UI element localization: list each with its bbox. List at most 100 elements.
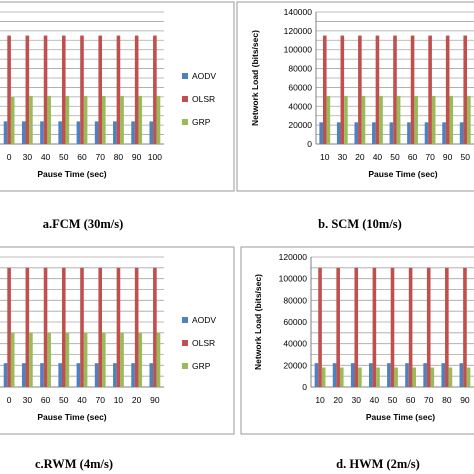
x-tick-label: 50 (390, 152, 400, 162)
x-tick-label: 90 (150, 395, 160, 405)
legend-label: GRP (192, 117, 211, 127)
bar-aodv (368, 363, 373, 387)
x-tick-label: 30 (23, 152, 33, 162)
bar-grp (47, 95, 51, 144)
bar-grp (412, 367, 417, 387)
x-tick-label: 90 (132, 152, 142, 162)
x-tick-label: 80 (442, 395, 452, 405)
bar-grp (430, 367, 435, 387)
bar-olsr (358, 35, 362, 145)
bar-grp (83, 95, 88, 144)
bar-aodv (131, 363, 135, 387)
legend-swatch (182, 73, 188, 79)
bar-aodv (21, 121, 26, 144)
bar-olsr (116, 35, 121, 145)
bar-aodv (441, 363, 446, 387)
y-axis-label: Network Load (bits/sec) (253, 274, 263, 370)
bar-grp (358, 367, 362, 387)
y-tick-label: 100000 (284, 45, 313, 55)
bar-olsr (445, 267, 449, 387)
bar-grp (376, 367, 380, 387)
bar-olsr (390, 267, 395, 387)
x-tick-label: 90 (443, 152, 453, 162)
x-axis-label: Pause Time (sec) (368, 169, 437, 179)
y-tick-label: 0 (307, 139, 312, 149)
x-tick-label: 70 (425, 152, 435, 162)
bar-aodv (113, 121, 117, 144)
x-tick-label: 20 (132, 395, 142, 405)
bar-aodv (387, 363, 391, 387)
bar-aodv (76, 363, 81, 387)
x-tick-label: 60 (41, 395, 51, 405)
bar-aodv (131, 121, 135, 144)
bar-olsr (80, 35, 84, 145)
bar-olsr (25, 267, 30, 387)
bar-olsr (7, 35, 11, 145)
y-tick-label: 40000 (283, 339, 307, 349)
x-tick-label: 40 (41, 152, 51, 162)
bar-aodv (149, 121, 154, 144)
bars (3, 35, 161, 145)
bar-olsr (98, 267, 103, 387)
y-tick-label: 60000 (288, 82, 312, 92)
bar-aodv (3, 363, 8, 387)
x-tick-label: 90 (460, 395, 470, 405)
bar-grp (431, 95, 436, 144)
y-tick-label: 80000 (288, 64, 312, 74)
y-tick-label: 140000 (284, 7, 313, 17)
bar-aodv (3, 121, 8, 144)
bar-olsr (393, 35, 397, 145)
bar-grp (65, 95, 70, 144)
bar-aodv (319, 122, 323, 144)
bar-olsr (43, 267, 48, 387)
bar-olsr (43, 35, 48, 145)
legend-swatch (182, 317, 188, 323)
x-tick-label: 0 (7, 152, 12, 162)
bar-grp (394, 367, 398, 387)
bars (3, 267, 161, 387)
y-axis-label: Network Load (bits/sec) (250, 30, 260, 126)
bar-aodv (423, 363, 427, 387)
chart-panel-4: 0 20000 40000 60000 80000 100000 120000 10 20 30 4… (240, 246, 474, 471)
bar-olsr (61, 267, 66, 387)
bars (314, 267, 471, 387)
bar-grp (10, 96, 15, 144)
bar-olsr (445, 35, 450, 145)
bar-grp (467, 95, 471, 144)
bar-olsr (463, 35, 468, 145)
bar-grp (344, 95, 348, 144)
y-tick-label: 120000 (279, 252, 308, 262)
x-tick-label: 0 (7, 395, 12, 405)
bar-grp (102, 332, 106, 387)
chart-caption: d. HWM (2m/s) (336, 457, 420, 471)
y-tick-label: 120000 (284, 26, 313, 36)
legend-swatch (182, 96, 188, 102)
legend-swatch (182, 119, 188, 125)
bar-grp (138, 95, 143, 144)
bar-olsr (428, 35, 432, 145)
bar-grp (449, 95, 454, 144)
chart-caption: c.RWM (4m/s) (35, 457, 113, 471)
bar-olsr (61, 35, 66, 145)
bar-olsr (80, 267, 84, 387)
bar-aodv (405, 363, 409, 387)
y-tick-label: 80000 (283, 295, 307, 305)
x-tick-label: 20 (355, 152, 365, 162)
x-tick-label: 50 (460, 152, 470, 162)
legend-label: GRP (192, 361, 211, 371)
bar-olsr (340, 35, 345, 145)
bar-aodv (94, 363, 99, 387)
x-tick-label: 10 (320, 152, 330, 162)
x-tick-label: 70 (424, 395, 434, 405)
x-tick-label: 50 (388, 395, 398, 405)
legend: AODV OLSR GRP (182, 315, 216, 371)
y-tick-label: 100000 (279, 274, 308, 284)
y-tick-label: 60000 (283, 317, 307, 327)
bar-aodv (21, 363, 26, 387)
bar-olsr (153, 35, 157, 145)
chart-panel-1: 0 30 40 50 60 70 80 90 100 Pause Time (sec) AODV OL… (0, 1, 235, 231)
bar-grp (29, 95, 33, 144)
legend-label: AODV (192, 71, 216, 81)
bar-aodv (76, 121, 81, 144)
